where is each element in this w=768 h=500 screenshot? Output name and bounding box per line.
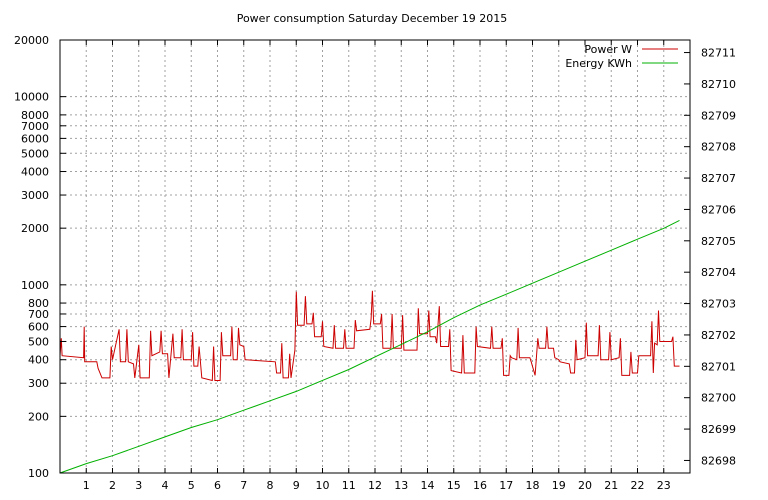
y-right-tick-label: 82710 xyxy=(701,78,736,91)
y-right-tick-label: 82703 xyxy=(701,298,736,311)
y-left-tick-label: 10000 xyxy=(14,91,49,104)
x-tick-label: 8 xyxy=(267,479,274,492)
y-left-tick-label: 2000 xyxy=(21,222,49,235)
y-left-tick-label: 300 xyxy=(28,377,49,390)
y-left-tick-label: 400 xyxy=(28,354,49,367)
x-tick-label: 18 xyxy=(526,479,540,492)
x-tick-label: 10 xyxy=(316,479,330,492)
y-left-tick-label: 200 xyxy=(28,410,49,423)
y-right-tick-label: 82701 xyxy=(701,360,736,373)
y-left-tick-label: 4000 xyxy=(21,166,49,179)
x-tick-label: 19 xyxy=(552,479,566,492)
y-left-tick-label: 20000 xyxy=(14,34,49,47)
x-tick-label: 9 xyxy=(293,479,300,492)
x-tick-label: 21 xyxy=(604,479,618,492)
y-right-tick-label: 82699 xyxy=(701,423,736,436)
y-left-tick-label: 800 xyxy=(28,297,49,310)
y-left-tick-label: 3000 xyxy=(21,189,49,202)
y-left-tick-label: 6000 xyxy=(21,132,49,145)
legend: Power W Energy KWh xyxy=(565,43,678,70)
y-left-tick-label: 700 xyxy=(28,308,49,321)
y-left-tick-label: 1000 xyxy=(21,279,49,292)
x-tick-label: 16 xyxy=(473,479,487,492)
y-right-tick-label: 82704 xyxy=(701,266,736,279)
energy-kwh-line xyxy=(59,219,680,474)
x-tick-label: 20 xyxy=(578,479,592,492)
x-tick-label: 5 xyxy=(188,479,195,492)
x-tick-label: 1 xyxy=(83,479,90,492)
x-tick-label: 7 xyxy=(240,479,247,492)
x-tick-label: 12 xyxy=(368,479,382,492)
y-right-tick-label: 82705 xyxy=(701,235,736,248)
series-layer xyxy=(59,219,680,474)
legend-label-power: Power W xyxy=(584,43,632,56)
y-left-tick-label: 7000 xyxy=(21,120,49,133)
y-left-tick-label: 600 xyxy=(28,321,49,334)
x-tick-label: 2 xyxy=(109,479,116,492)
y-right-tick-label: 82702 xyxy=(701,329,736,342)
y-left-tick-label: 8000 xyxy=(21,109,49,122)
y-right-tick-label: 82700 xyxy=(701,392,736,405)
x-tick-label: 15 xyxy=(447,479,461,492)
x-tick-label: 6 xyxy=(214,479,221,492)
x-tick-label: 23 xyxy=(657,479,671,492)
x-tick-label: 14 xyxy=(421,479,435,492)
power-w-line xyxy=(59,290,680,382)
y-right-tick-label: 82707 xyxy=(701,172,736,185)
y-left-tick-label: 100 xyxy=(28,467,49,480)
x-tick-label: 13 xyxy=(394,479,408,492)
y-right-tick-label: 82709 xyxy=(701,109,736,122)
x-tick-label: 22 xyxy=(631,479,645,492)
ticks-layer: 1 2 3 4 5 6 7 8 9 10 11 12 13 14 15 16 17 18 19 20 21 22 23100… xyxy=(14,34,736,492)
x-tick-label: 11 xyxy=(342,479,356,492)
x-tick-label: 17 xyxy=(499,479,513,492)
y-right-tick-label: 82708 xyxy=(701,141,736,154)
chart-title: Power consumption Saturday December 19 2… xyxy=(237,12,508,25)
y-right-tick-label: 82706 xyxy=(701,203,736,216)
y-right-tick-label: 82698 xyxy=(701,454,736,467)
y-left-tick-label: 5000 xyxy=(21,147,49,160)
y-left-tick-label: 500 xyxy=(28,335,49,348)
legend-label-energy: Energy KWh xyxy=(565,57,632,70)
x-tick-label: 4 xyxy=(162,479,169,492)
x-tick-label: 3 xyxy=(135,479,142,492)
y-right-tick-label: 82711 xyxy=(701,47,736,60)
